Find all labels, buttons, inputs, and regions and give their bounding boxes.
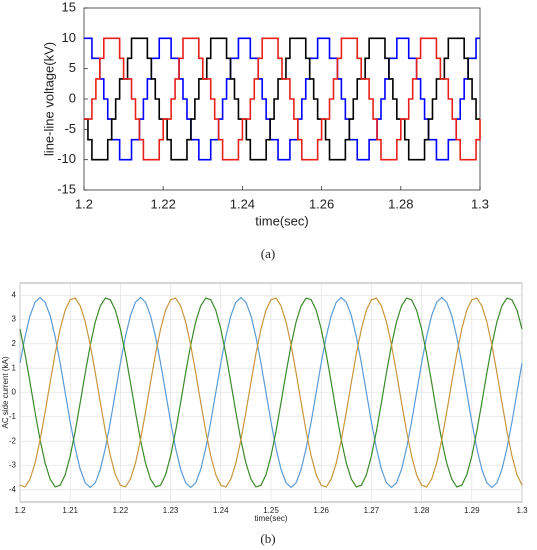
x-tick-label: 1.24 [213, 506, 229, 515]
series-line [19, 296, 523, 489]
x-tick-label: 1.28 [414, 506, 430, 515]
x-axis-label: time(sec) [255, 514, 288, 523]
x-tick-label: 1.26 [309, 196, 334, 211]
y-tick-label: 0 [12, 388, 17, 397]
x-tick-label: 1.24 [230, 196, 255, 211]
x-tick-label: 1.28 [388, 196, 413, 211]
y-axis-label: line-line voltage(kV) [41, 42, 56, 156]
x-tick-label: 1.3 [471, 196, 489, 211]
y-tick-label: 1 [12, 363, 17, 372]
y-tick-label: -4 [9, 485, 17, 494]
y-tick-label: 0 [69, 90, 76, 105]
y-tick-label: -3 [9, 461, 17, 470]
x-tick-label: 1.2 [14, 506, 26, 515]
series-line [19, 297, 523, 488]
x-tick-label: 1.2 [75, 196, 93, 211]
x-tick-label: 1.22 [151, 196, 176, 211]
x-axis-label: time(sec) [255, 213, 308, 228]
series-line [19, 297, 523, 488]
x-tick-label: 1.23 [163, 506, 179, 515]
y-axis-label: AC side current (kA) [1, 356, 10, 428]
y-tick-label: 10 [62, 30, 76, 45]
y-tick-label: -5 [64, 121, 76, 136]
y-tick-label: 15 [62, 0, 76, 14]
y-tick-label: -1 [9, 412, 17, 421]
x-tick-label: 1.29 [464, 506, 480, 515]
y-tick-label: -2 [9, 436, 17, 445]
x-tick-label: 1.22 [113, 506, 129, 515]
y-tick-label: 5 [69, 60, 76, 75]
x-tick-label: 1.27 [364, 506, 380, 515]
y-tick-label: -10 [57, 151, 76, 166]
series-line [84, 37, 481, 161]
chart: -4 -3 -2 -1 0 1 2 3 4 1.2 1.21 1.22 1.23 1.24 1.25 1.26… [1, 282, 528, 546]
y-tick-label: -15 [57, 181, 76, 196]
chart: -15 -10 -5 0 5 10 15 1.2 1.22 1.24 1.26 1.28 1.3 time… [41, 0, 489, 261]
y-tick-label: 4 [12, 290, 17, 299]
caption: (b) [260, 531, 275, 546]
y-tick-label: 3 [12, 315, 17, 324]
x-tick-label: 1.21 [62, 506, 78, 515]
x-tick-label: 1.26 [313, 506, 329, 515]
x-tick-label: 1.25 [263, 506, 279, 515]
y-tick-label: 2 [12, 339, 17, 348]
x-tick-label: 1.3 [516, 506, 528, 515]
caption: (a) [261, 246, 275, 261]
